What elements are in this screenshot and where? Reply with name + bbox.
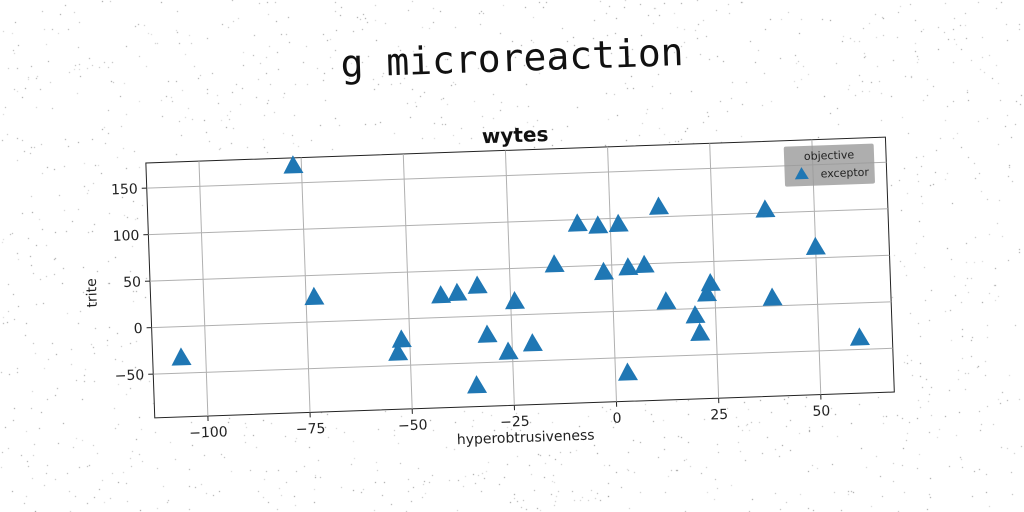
x-tick-label: 25	[710, 407, 728, 424]
x-gridline	[198, 161, 209, 416]
data-point-triangle	[567, 213, 588, 232]
x-gridline	[504, 150, 515, 406]
x-gridline	[402, 153, 413, 409]
x-tick-label: −25	[500, 414, 530, 431]
data-point-triangle	[477, 324, 498, 343]
axis-ticks: −100 −75 −50 −25 0 25 50 −50 0 50 100 150	[111, 181, 831, 441]
data-point-triangle	[608, 213, 629, 233]
data-point-triangle	[283, 155, 304, 174]
data-point-triangle	[171, 347, 192, 366]
legend-entry-exceptor: exceptor	[820, 166, 869, 181]
y-tick-label: 50	[123, 274, 141, 291]
y-gridline	[151, 301, 892, 329]
legend: objective exceptor	[783, 143, 875, 187]
data-point-triangle	[755, 199, 776, 218]
legend-title: objective	[804, 148, 855, 163]
x-tick-label: −75	[296, 421, 326, 438]
data-point-triangle	[505, 290, 526, 310]
data-point-triangle	[805, 236, 826, 256]
data-point-triangle	[634, 254, 655, 274]
data-point-triangle	[467, 275, 488, 294]
chart-title: wytes	[481, 122, 548, 148]
y-tick-label: −50	[114, 367, 144, 384]
data-point-triangle	[467, 375, 488, 394]
data-point-triangle	[388, 342, 409, 361]
x-gridline	[709, 143, 720, 399]
data-point-triangle	[649, 196, 670, 215]
x-axis-label: hyperobtrusiveness	[457, 428, 595, 449]
data-point-triangle	[588, 215, 609, 234]
data-point-triangle	[498, 341, 519, 360]
y-gridline	[146, 161, 887, 189]
data-point-triangle	[656, 291, 677, 310]
y-tick-label: 100	[112, 228, 139, 245]
y-gridline	[153, 347, 893, 375]
data-point-triangle	[431, 285, 452, 304]
y-axis-label: trite	[84, 278, 101, 308]
data-point-triangle	[685, 305, 706, 324]
legend-marker	[794, 167, 809, 180]
y-tick-label: 150	[111, 181, 138, 198]
x-tick-label: 0	[612, 411, 621, 427]
data-point-triangle	[304, 286, 325, 306]
y-gridline	[149, 254, 890, 282]
x-tick-label: −50	[398, 417, 428, 434]
data-point-triangle	[391, 329, 412, 348]
data-point-triangle	[618, 362, 638, 381]
data-point-triangle	[849, 327, 870, 346]
data-point-triangle	[447, 282, 468, 302]
data-point-triangle	[690, 322, 711, 342]
y-tick-label: 0	[133, 321, 142, 337]
gridlines	[146, 139, 893, 416]
x-gridline	[300, 157, 311, 413]
data-point-triangle	[522, 333, 543, 352]
data-point-triangle	[618, 257, 639, 276]
x-tick-label: −100	[189, 424, 228, 441]
data-point-triangle	[594, 261, 615, 281]
data-points	[171, 155, 870, 394]
data-point-triangle	[700, 272, 721, 292]
data-point-triangle	[762, 287, 783, 306]
x-gridline	[607, 146, 617, 402]
data-point-triangle	[544, 254, 565, 273]
plot-area	[145, 136, 895, 419]
x-tick-label: 50	[812, 403, 830, 420]
data-point-triangle	[697, 283, 718, 302]
